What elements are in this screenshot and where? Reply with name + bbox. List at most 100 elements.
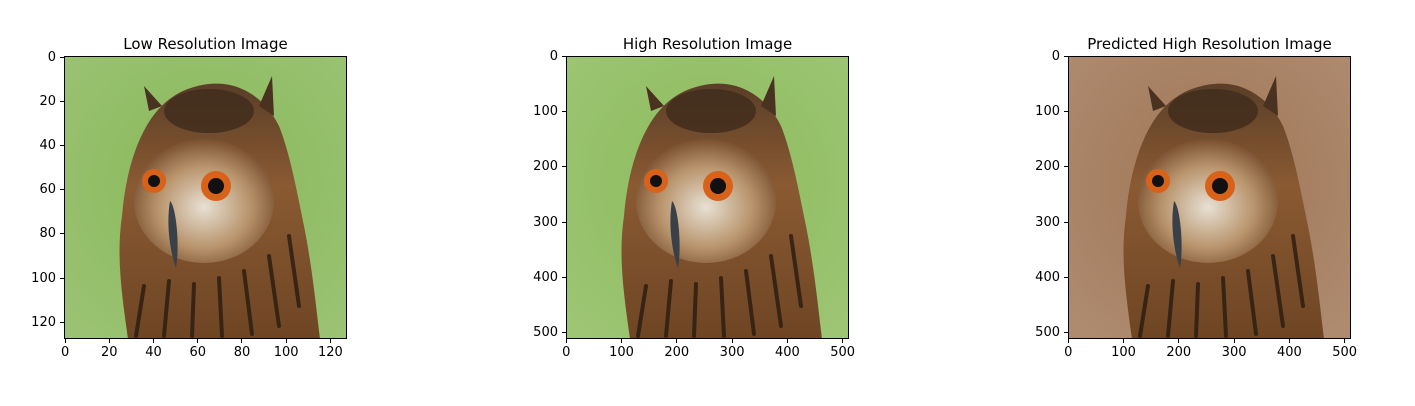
y-tick: 100 [4,271,64,286]
y-tick-mark [60,321,64,323]
x-tick-mark [64,339,66,343]
y-tick-mark [562,55,566,57]
y-tick-mark [60,189,64,191]
panel-high-res: High Resolution Image [533,0,855,406]
y-tick: 200 [506,159,566,175]
x-tick: 0 [546,339,586,360]
x-tick-label: 0 [60,345,70,360]
x-tick-mark [197,339,199,343]
x-tick-label: 300 [1221,345,1247,360]
x-tick-mark [1288,339,1290,343]
y-tick: 40 [4,138,64,153]
y-tick-mark [562,221,566,223]
x-tick-label: 20 [101,345,118,360]
y-tick-mark [60,233,64,235]
y-tick-label: 20 [39,93,56,109]
y-tick-label: 400 [533,269,558,285]
x-tick-label: 40 [145,345,162,360]
y-tick: 120 [4,314,64,330]
x-tick: 60 [178,339,218,360]
y-tick-label: 300 [1035,214,1060,230]
x-tick-label: 500 [1332,345,1358,360]
x-tick: 100 [1104,339,1144,360]
image-axes: 0 100 200 300 400 500 0 100 200 300 400 500 [1035,49,1357,360]
y-tick: 300 [1008,214,1068,230]
x-tick-label: 100 [273,345,299,360]
x-tick-mark [241,339,243,343]
x-tick-label: 100 [609,345,634,360]
x-tick-label: 200 [1166,345,1192,360]
x-tick-mark [153,339,155,343]
x-tick: 0 [1048,339,1088,360]
x-tick-mark [842,339,844,343]
y-tick: 500 [506,325,566,341]
y-tick: 400 [506,269,566,285]
y-tick-label: 200 [533,159,558,175]
x-tick: 0 [45,339,85,360]
x-tick: 20 [89,339,129,360]
x-tick-label: 400 [774,345,800,360]
y-tick-label: 200 [1035,159,1060,175]
x-tick: 400 [767,339,807,360]
x-tick-mark [565,339,567,343]
x-tick-mark [329,339,331,343]
y-tick: 0 [4,49,64,65]
x-tick: 300 [712,339,752,360]
x-tick-label: 0 [1064,345,1073,360]
y-tick: 400 [1008,269,1068,285]
y-tick: 80 [4,226,64,241]
x-tick-label: 400 [1276,345,1302,360]
image-axes: 0 100 200 300 400 500 0 100 200 300 400 500 [533,49,855,360]
y-tick-mark [60,56,64,58]
x-tick: 120 [310,339,350,360]
y-tick: 100 [1008,104,1068,120]
y-tick-mark [1064,221,1068,223]
x-tick: 200 [1159,339,1199,360]
x-tick-mark [1344,339,1346,343]
x-tick-mark [285,339,287,343]
y-tick: 500 [1008,325,1068,341]
y-tick-mark [1064,111,1068,113]
y-tick-label: 60 [39,182,56,198]
panel-title: Predicted High Resolution Image [1087,35,1332,53]
x-tick-mark [786,339,788,343]
y-tick-mark [562,276,566,278]
y-tick: 200 [1008,159,1068,175]
y-tick-mark [562,111,566,113]
y-tick-mark [60,277,64,279]
x-tick-mark [621,339,623,343]
y-tick-mark [60,100,64,102]
x-tick: 40 [134,339,174,360]
y-tick-label: 100 [1035,104,1060,120]
y-tick: 100 [506,104,566,120]
x-tick-label: 60 [189,345,207,360]
y-tick: 60 [4,182,64,198]
x-tick-label: 80 [233,345,251,360]
y-tick-mark [1064,55,1068,57]
y-tick-label: 100 [533,104,558,120]
y-tick: 300 [506,215,566,230]
y-tick-mark [562,166,566,168]
y-tick-label: 500 [1035,325,1060,341]
y-tick: 0 [506,48,566,64]
x-tick: 500 [1325,339,1365,360]
x-tick-label: 120 [317,345,343,360]
x-tick-mark [108,339,110,343]
y-tick-label: 0 [549,48,558,64]
x-tick: 500 [823,339,863,360]
x-tick: 100 [266,339,306,360]
panel-low-res: Low Resolution Image [31,0,350,406]
x-tick-mark [1178,339,1180,343]
y-tick: 20 [4,93,64,109]
y-tick: 0 [1008,48,1068,64]
y-tick-mark [562,332,566,334]
y-tick-label: 400 [1035,269,1060,285]
y-tick-label: 0 [47,49,56,65]
y-tick-label: 0 [1051,48,1060,64]
y-tick-label: 120 [31,314,56,330]
x-tick-label: 300 [719,345,745,360]
y-tick-mark [1064,166,1068,168]
y-tick-label: 500 [533,325,558,341]
owl-image [64,56,347,339]
x-tick: 80 [222,339,262,360]
